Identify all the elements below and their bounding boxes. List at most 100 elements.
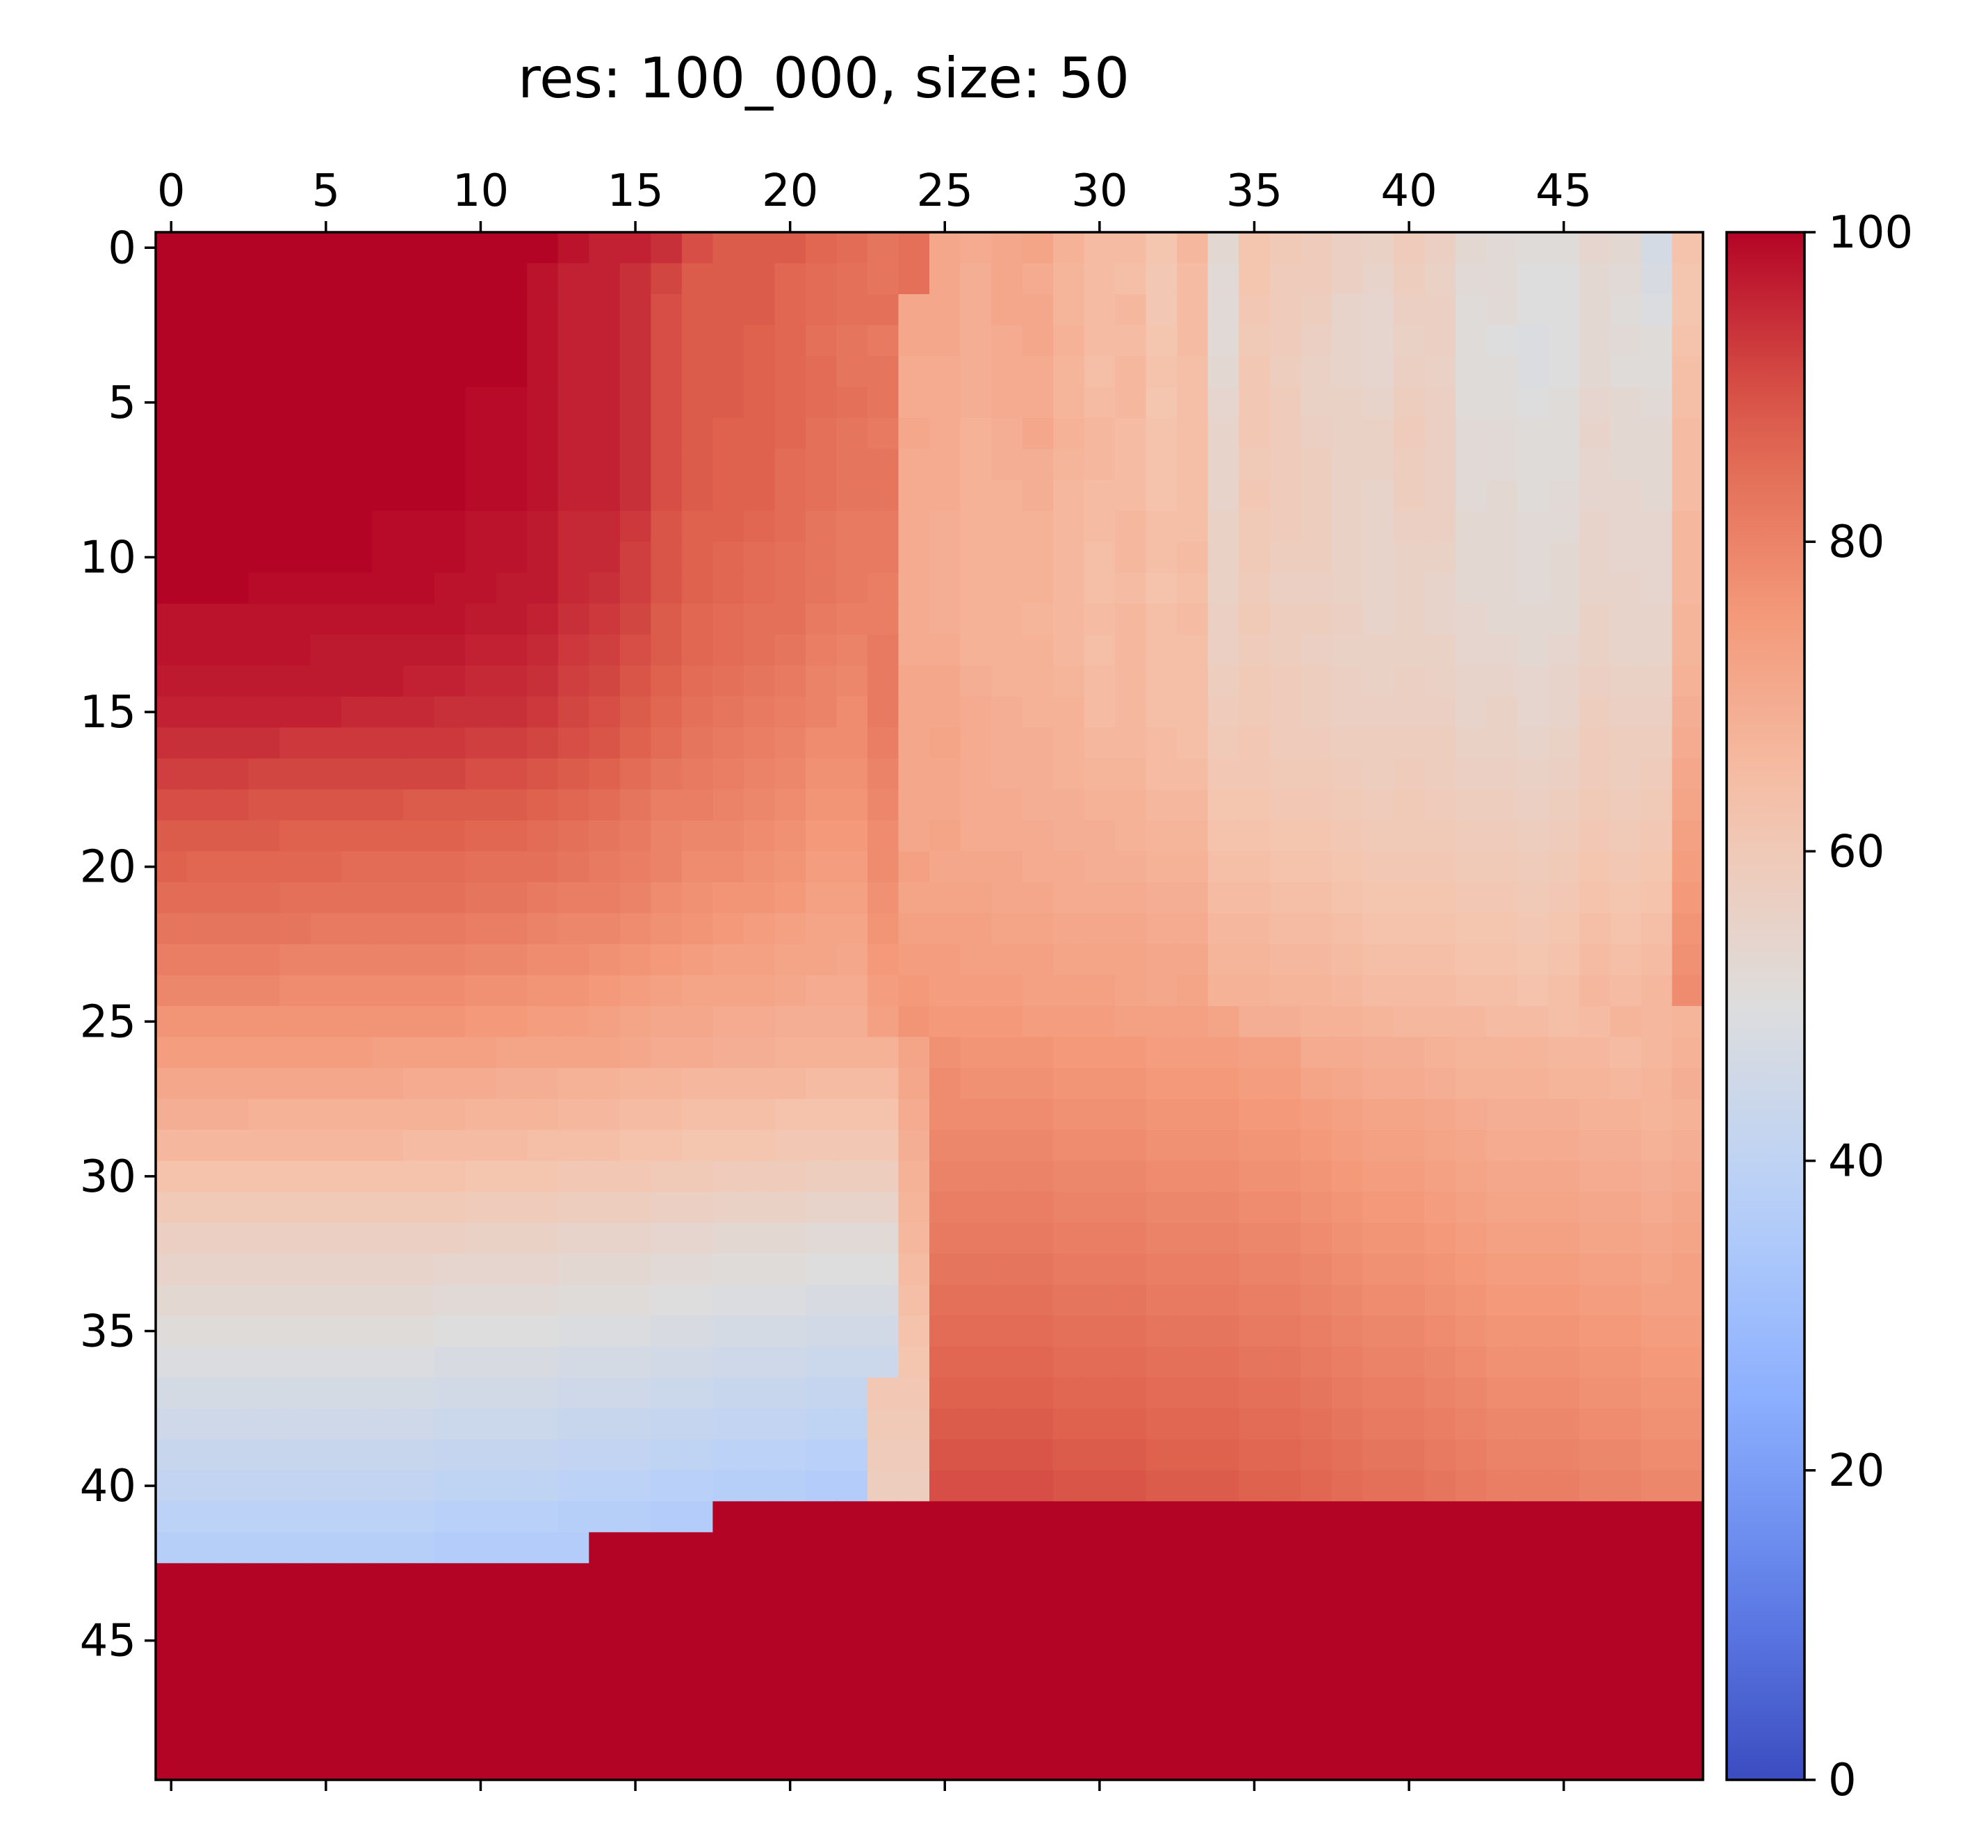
heatmap-cell — [1640, 294, 1673, 326]
heatmap-cell — [527, 758, 559, 790]
heatmap-cell — [403, 325, 435, 357]
heatmap-cell — [805, 1006, 838, 1038]
heatmap-cell — [1548, 1099, 1580, 1130]
heatmap-cell — [1053, 1068, 1085, 1100]
heatmap-cell — [372, 1687, 404, 1719]
heatmap-cell — [1640, 1655, 1673, 1688]
heatmap-cell — [1640, 1254, 1673, 1286]
heatmap-cell — [960, 1687, 992, 1719]
heatmap-cell — [1331, 325, 1363, 357]
heatmap-cell — [1177, 232, 1209, 264]
heatmap-cell — [651, 510, 683, 542]
heatmap-cell — [681, 1655, 713, 1688]
heatmap-cell — [557, 356, 589, 388]
heatmap-cell — [186, 882, 218, 914]
heatmap-cell — [310, 913, 342, 945]
heatmap-cell — [372, 480, 404, 512]
heatmap-cell — [589, 1439, 621, 1471]
heatmap-cell — [898, 1068, 930, 1100]
heatmap-cell — [1239, 1099, 1271, 1130]
heatmap-cell — [434, 1315, 466, 1347]
heatmap-cell — [1610, 603, 1642, 635]
heatmap-cell — [1455, 1717, 1487, 1750]
heatmap-cell — [465, 1099, 497, 1130]
heatmap-cell — [279, 510, 311, 542]
heatmap-cell — [1239, 1377, 1271, 1409]
heatmap-cell — [1269, 634, 1301, 666]
heatmap-cell — [156, 448, 188, 480]
heatmap-cell — [774, 634, 806, 666]
heatmap-cell — [218, 1408, 250, 1440]
heatmap-cell — [1022, 820, 1054, 852]
heatmap-cell — [712, 1687, 744, 1719]
heatmap-cell — [681, 1006, 713, 1038]
heatmap-cell — [557, 913, 589, 945]
heatmap-cell — [651, 1377, 683, 1409]
heatmap-cell — [1301, 789, 1333, 821]
heatmap-cell — [1331, 913, 1363, 945]
heatmap-cell — [403, 1284, 435, 1316]
heatmap-cell — [1579, 1439, 1611, 1471]
heatmap-cell — [1053, 1594, 1085, 1626]
heatmap-cell — [341, 294, 373, 326]
heatmap-cell — [1084, 696, 1116, 728]
heatmap-cell — [403, 1408, 435, 1440]
heatmap-cell — [1053, 1037, 1085, 1069]
heatmap-cell — [1331, 1655, 1363, 1688]
heatmap-cell — [1022, 1563, 1054, 1595]
heatmap-cell — [1269, 572, 1301, 604]
heatmap-cell — [651, 356, 683, 388]
heatmap-cell — [1362, 1377, 1394, 1409]
heatmap-cell — [929, 510, 961, 542]
heatmap-cell — [1115, 789, 1147, 821]
heatmap-cell — [743, 1315, 775, 1347]
heatmap-cell — [1486, 294, 1518, 326]
heatmap-cell — [1486, 1254, 1518, 1286]
heatmap-cell — [619, 820, 651, 852]
heatmap-cell — [527, 882, 559, 914]
heatmap-cell — [1239, 1625, 1271, 1657]
heatmap-cell — [527, 1717, 559, 1750]
heatmap-cell — [960, 294, 992, 326]
heatmap-cell — [681, 696, 713, 728]
heatmap-cell — [1610, 1006, 1642, 1038]
heatmap-cell — [279, 1655, 311, 1688]
heatmap-cell — [403, 943, 435, 976]
heatmap-cell — [372, 1284, 404, 1316]
heatmap-cell — [1022, 1655, 1054, 1688]
heatmap-cell — [1331, 1563, 1363, 1595]
heatmap-cell — [1640, 1408, 1673, 1440]
heatmap-cell — [712, 696, 744, 728]
heatmap-cell — [434, 263, 466, 295]
heatmap-cell — [403, 882, 435, 914]
heatmap-cell — [651, 727, 683, 759]
heatmap-cell — [1393, 1749, 1425, 1781]
heatmap-cell — [589, 1563, 621, 1595]
heatmap-cell — [248, 1160, 280, 1192]
heatmap-cell — [1640, 572, 1673, 604]
heatmap-cell — [1424, 1532, 1456, 1564]
heatmap-cell — [712, 1470, 744, 1502]
heatmap-cell — [218, 1687, 250, 1719]
heatmap-cell — [1115, 1655, 1147, 1688]
heatmap-cell — [279, 851, 311, 883]
heatmap-cell — [1579, 510, 1611, 542]
heatmap-cell — [248, 1717, 280, 1750]
heatmap-cell — [1177, 634, 1209, 666]
heatmap-cell — [1362, 1717, 1394, 1750]
heatmap-cell — [898, 1532, 930, 1564]
heatmap-cell — [279, 1377, 311, 1409]
heatmap-cell — [1455, 232, 1487, 264]
heatmap-cell — [557, 232, 589, 264]
heatmap-cell — [1424, 882, 1456, 914]
heatmap-cell — [1640, 789, 1673, 821]
heatmap-cell — [1362, 1222, 1394, 1254]
heatmap-cell — [1239, 1006, 1271, 1038]
heatmap-cell — [1053, 603, 1085, 635]
heatmap-cell — [743, 851, 775, 883]
heatmap-cell — [1548, 696, 1580, 728]
heatmap-cell — [805, 1563, 838, 1595]
heatmap-cell — [681, 603, 713, 635]
heatmap-cell — [527, 1222, 559, 1254]
heatmap-cell — [836, 1284, 868, 1316]
